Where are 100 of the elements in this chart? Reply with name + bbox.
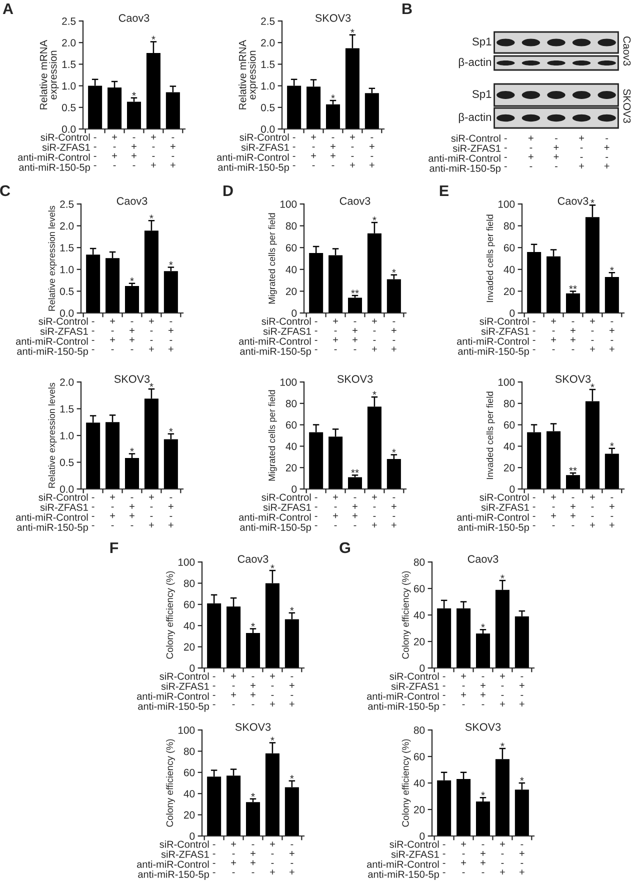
y-tick-label: 40 (504, 266, 515, 274)
x-tick-label: + - - + (151, 134, 156, 168)
text: anti-miR-150-5p (240, 524, 311, 533)
text: siR-Control (480, 318, 529, 325)
x-tick-label: + - + - (333, 318, 338, 350)
annotation: * (481, 624, 485, 628)
x-tick-label: - - - - (212, 676, 216, 706)
y-tick-label: 1.0 (261, 82, 275, 90)
text: D (224, 185, 233, 196)
text: anti-miR-150-5p (368, 702, 439, 712)
text: siR-Control (38, 494, 88, 501)
annotation: * (290, 607, 294, 611)
text: siR-ZFAS1 (452, 144, 500, 152)
y-tick-label: 1.0 (62, 82, 76, 90)
y-tick-label: 2.0 (261, 39, 275, 46)
bar (326, 104, 340, 129)
text: Sp1 (472, 90, 492, 100)
y-tick-label: 100 (178, 558, 195, 566)
text: anti-miR-Control (239, 338, 311, 345)
y-tick-label: 80 (504, 222, 515, 230)
text: siR-Control (390, 672, 439, 680)
y-axis-title: Relative expression levels (48, 382, 57, 488)
y-tick-label: 40 (414, 612, 425, 619)
x-tick-label: - - - - (212, 844, 216, 874)
annotation: * (132, 92, 136, 96)
annotation: * (169, 428, 173, 432)
y-tick-label: 1.5 (60, 405, 74, 413)
y-tick-label: 2.0 (62, 39, 76, 46)
text: C (0, 185, 10, 196)
y-tick-label: 1.5 (60, 244, 74, 252)
y-tick-label: 60 (184, 768, 195, 776)
x-tick-label: + - - + (149, 318, 154, 352)
text: siR-Control (262, 318, 311, 325)
y-tick-label: 0.5 (62, 104, 76, 112)
annotation: * (130, 277, 134, 282)
x-tick-label: - + + - (130, 497, 134, 526)
text: anti-miR-150-5p (138, 702, 209, 712)
x-tick-label: + - + - (461, 674, 466, 706)
text: anti-miR-Control (457, 514, 529, 521)
text: siR-Control (240, 134, 289, 141)
y-tick-label: 40 (184, 790, 195, 798)
text: siR-Control (160, 672, 209, 680)
y-tick-label: 1.5 (62, 60, 76, 68)
y-tick-label: 100 (178, 726, 195, 734)
text: anti-miR-150-5p (17, 524, 88, 533)
annotation: * (150, 383, 154, 387)
chart-title: SKOV3 (315, 14, 351, 22)
y-axis-title: Migrated cells per field (268, 213, 277, 304)
y-tick-label: 80 (414, 558, 425, 566)
y-tick-label: 40 (504, 442, 515, 450)
x-tick-label: + - + - (231, 842, 236, 874)
annotation: * (331, 94, 335, 98)
x-tick-label: - - - - (94, 137, 96, 166)
text: siR-Control (160, 840, 209, 848)
annotation: * (500, 574, 504, 578)
text: A (2, 3, 14, 14)
x-tick-label: + - - + (372, 494, 377, 528)
text: Caov3 (623, 36, 631, 66)
x-tick-label: - + - + (370, 137, 374, 168)
annotation: * (610, 442, 614, 446)
y-axis-title: Relative mRNA expression (238, 40, 258, 110)
y-tick-label: 0.0 (60, 310, 74, 317)
y-tick-label: 20 (414, 806, 425, 814)
y-tick-label: 80 (184, 748, 195, 756)
x-tick-label: + - + - (311, 134, 316, 166)
y-tick-label: 20 (504, 288, 515, 296)
y-tick-label: 0.5 (60, 458, 74, 466)
text: siR-Control (38, 318, 88, 325)
y-axis-title: Migrated cells per field (268, 390, 277, 481)
text: anti-miR-Control (428, 154, 500, 162)
text: E (440, 185, 448, 196)
y-axis-title: Relative expression levels (48, 206, 57, 311)
text: anti-miR-Control (137, 692, 209, 700)
y-tick-label: 40 (286, 266, 297, 274)
chart-title: Caov3 (468, 555, 498, 563)
text: siR-ZFAS1 (40, 504, 88, 511)
chart-title: Caov3 (558, 197, 588, 205)
annotation: * (392, 448, 396, 453)
x-tick-label: + - - + (372, 318, 377, 352)
y-tick-label: 0 (292, 486, 297, 493)
annotation: * (169, 261, 173, 266)
x-tick-label: - + - + (168, 497, 174, 528)
chart-title: Caov3 (340, 197, 370, 205)
text: anti-miR-150-5p (240, 348, 311, 357)
annotation: * (372, 216, 376, 220)
annotation: ** (351, 469, 359, 473)
x-tick-label: + - - + (500, 674, 505, 706)
annotation: * (350, 28, 354, 33)
y-tick-label: 100 (498, 378, 515, 386)
x-tick-label: - + + - (480, 844, 486, 874)
chart-title: Caov3 (116, 197, 148, 205)
y-tick-label: 2.5 (62, 18, 76, 25)
y-tick-label: 80 (504, 400, 515, 408)
text: anti-miR-Control (239, 514, 311, 521)
y-tick-label: 0.5 (60, 288, 74, 296)
chart-title: SKOV3 (555, 375, 591, 383)
y-tick-label: 0.0 (60, 486, 74, 493)
text: anti-miR-150-5p (17, 348, 88, 357)
x-tick-label: + - + - (231, 674, 236, 706)
text: anti-miR-Control (457, 338, 529, 345)
